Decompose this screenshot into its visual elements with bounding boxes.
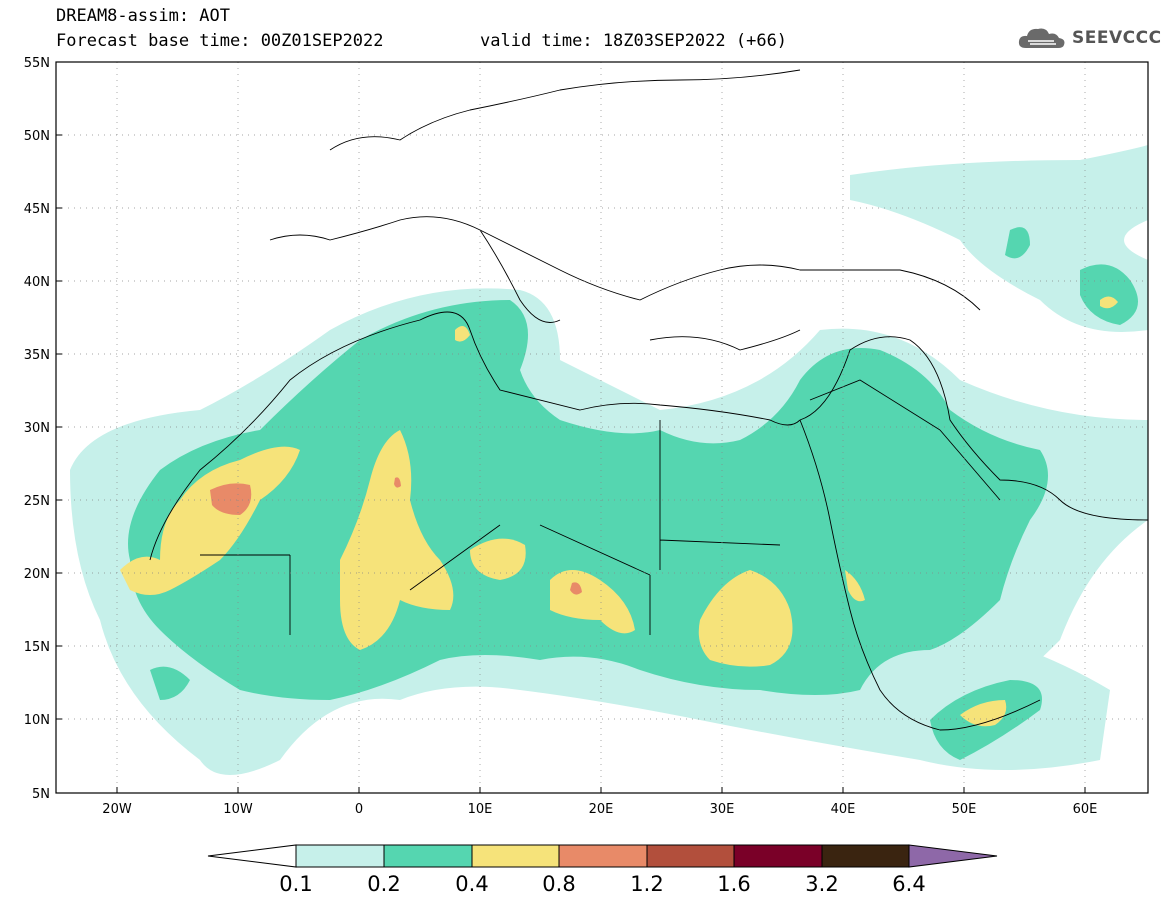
colorbar-label: 6.4 xyxy=(892,872,925,896)
lon-label: 10E xyxy=(468,802,493,817)
colorbar-box xyxy=(295,844,385,868)
valid-time: valid time: 18Z03SEP2022 (+66) xyxy=(480,31,788,51)
colorbar-box xyxy=(471,844,560,868)
lon-label: 10W xyxy=(223,802,253,817)
lat-label: 25N xyxy=(24,494,50,509)
lat-label: 45N xyxy=(24,202,50,217)
gridlines xyxy=(56,62,1148,793)
lat-label: 5N xyxy=(32,787,50,802)
colorbar-label: 0.1 xyxy=(279,872,312,896)
colorbar-right-arrow xyxy=(908,844,998,868)
colorbar-label: 0.4 xyxy=(455,872,488,896)
lat-axis: 55N 50N 45N 40N 35N 30N 25N 20N 15N 10N … xyxy=(24,56,62,802)
lon-label: 0 xyxy=(355,802,363,817)
colorbar-label: 1.6 xyxy=(717,872,750,896)
lat-label: 35N xyxy=(24,348,50,363)
lon-label: 60E xyxy=(1073,802,1098,817)
colorbar-box xyxy=(383,844,473,868)
lon-label: 20E xyxy=(589,802,614,817)
lat-label: 40N xyxy=(24,275,50,290)
lat-label: 50N xyxy=(24,129,50,144)
lat-label: 10N xyxy=(24,713,50,728)
logo-text: SEEVCCC xyxy=(1072,28,1162,48)
colorbar-label: 3.2 xyxy=(805,872,838,896)
colorbar-box xyxy=(558,844,648,868)
colorbar-label: 0.2 xyxy=(367,872,400,896)
lon-label: 50E xyxy=(952,802,977,817)
colorbar-box xyxy=(821,844,910,868)
colorbar-left-arrow xyxy=(207,844,297,868)
colorbar-label: 0.8 xyxy=(542,872,575,896)
lon-label: 30E xyxy=(710,802,735,817)
lat-label: 20N xyxy=(24,567,50,582)
lat-label: 30N xyxy=(24,421,50,436)
colorbar-box xyxy=(646,844,735,868)
coastlines xyxy=(149,69,1148,731)
map-title: DREAM8-assim: AOT xyxy=(56,6,230,26)
colorbar-labels: 0.1 0.2 0.4 0.8 1.2 1.6 3.2 6.4 xyxy=(279,872,925,896)
colorbar xyxy=(207,844,998,868)
lon-axis: 20W 10W 0 10E 20E 30E 40E 50E 60E xyxy=(102,787,1097,817)
lat-label: 15N xyxy=(24,640,50,655)
lon-label: 40E xyxy=(831,802,856,817)
forecast-base-time: Forecast base time: 00Z01SEP2022 xyxy=(56,31,384,51)
lat-label: 55N xyxy=(24,56,50,71)
lon-label: 20W xyxy=(102,802,132,817)
seevccc-logo: SEEVCCC xyxy=(1016,24,1162,52)
aot-field xyxy=(70,145,1148,775)
cloud-icon xyxy=(1018,28,1065,48)
colorbar-label: 1.2 xyxy=(630,872,663,896)
colorbar-box xyxy=(733,844,823,868)
